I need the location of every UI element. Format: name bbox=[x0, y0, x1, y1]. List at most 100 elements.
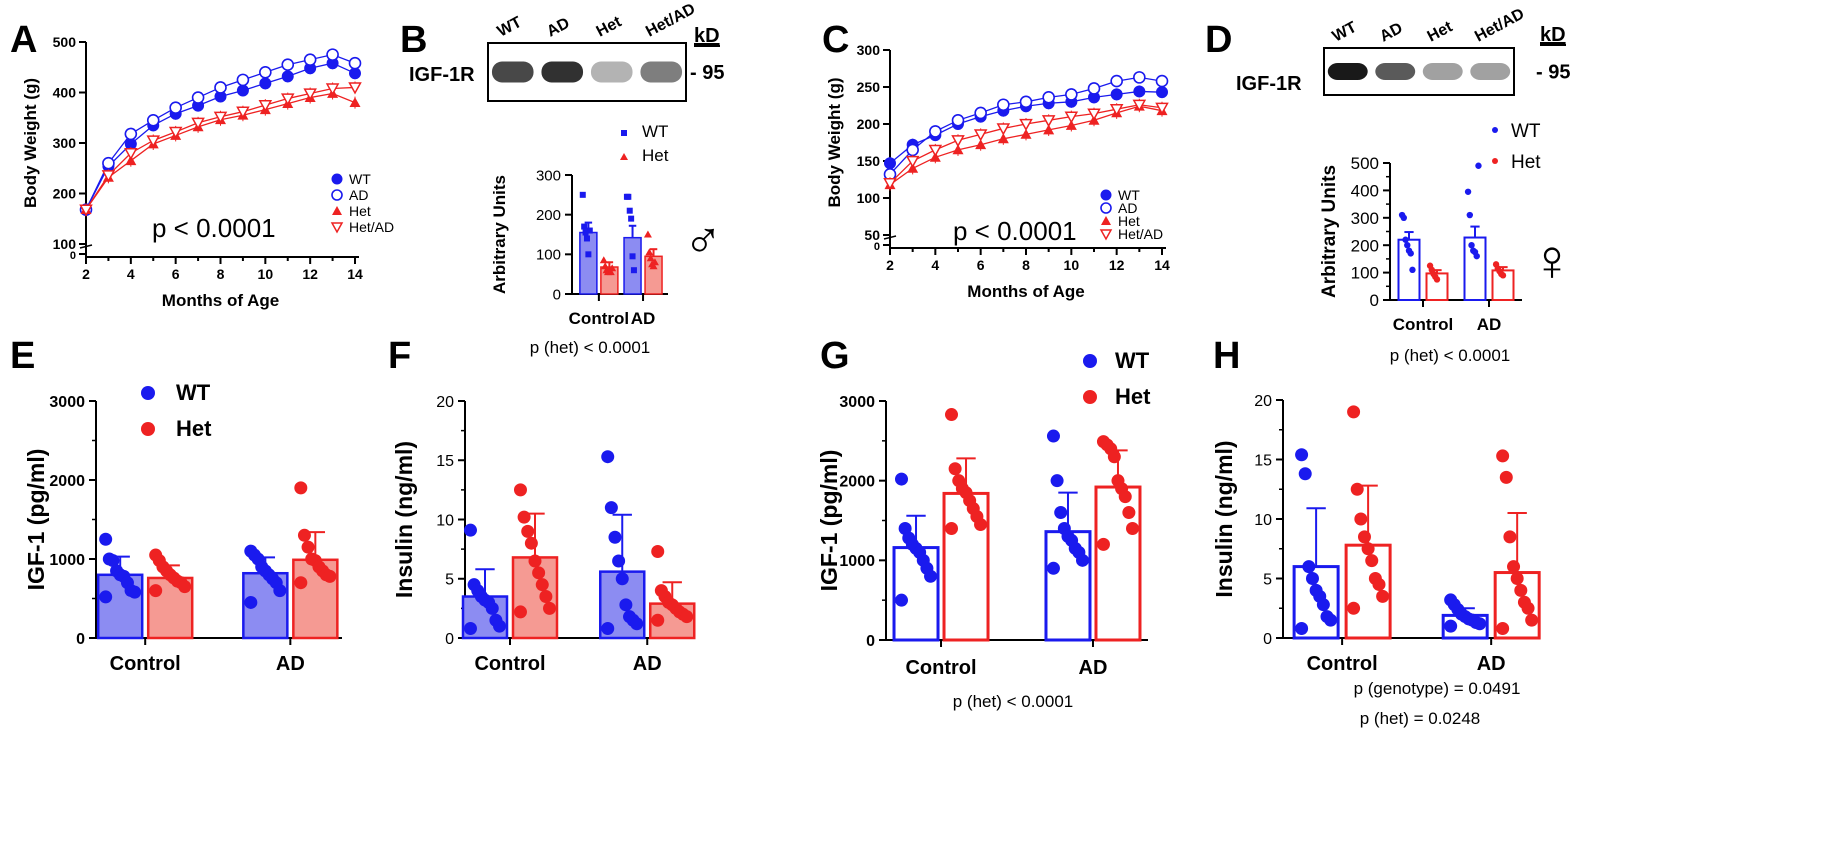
y-tick-label: 250 bbox=[857, 79, 881, 95]
data-point bbox=[168, 126, 183, 139]
data-point bbox=[1475, 162, 1482, 169]
x-tick-label: 12 bbox=[302, 266, 318, 282]
y-tick-label: 15 bbox=[436, 453, 454, 470]
data-point bbox=[626, 207, 633, 214]
bar-chart-G: 0 1000 2000 3000 IGF-1 (pg/ml) Control AD WT Het… bbox=[816, 348, 1151, 711]
series-WT bbox=[80, 57, 361, 216]
data-point bbox=[1354, 512, 1368, 526]
y-tick-label: 2000 bbox=[49, 473, 85, 490]
data-point bbox=[259, 66, 272, 79]
y-tick-label: 300 bbox=[53, 135, 77, 151]
kd-marker: - 95 bbox=[690, 62, 724, 84]
y-tick-label: 0 bbox=[874, 241, 880, 253]
data-point bbox=[973, 129, 988, 142]
data-point bbox=[948, 462, 962, 476]
y-tick-label: 200 bbox=[536, 207, 561, 224]
data-point bbox=[1473, 252, 1480, 260]
bar-chart-B: 0 100 200 300 Arbitrary Units Control AD WT Het ♂… bbox=[490, 122, 723, 357]
data-point bbox=[1324, 613, 1338, 627]
y-tick-label: 5 bbox=[1263, 571, 1272, 588]
panel-label-G: G bbox=[820, 335, 850, 377]
legend-label: Het bbox=[1115, 384, 1151, 409]
data-point bbox=[1468, 242, 1475, 249]
data-point bbox=[1365, 554, 1379, 568]
data-point bbox=[1046, 561, 1060, 575]
x-tick-label: 6 bbox=[977, 257, 985, 273]
data-point bbox=[651, 544, 665, 558]
data-point bbox=[331, 173, 343, 185]
legend: WT Het bbox=[1492, 121, 1541, 173]
data-point bbox=[883, 178, 897, 191]
y-tick-label: 2000 bbox=[839, 473, 875, 490]
data-point bbox=[1065, 88, 1078, 101]
y-tick-label: 100 bbox=[53, 236, 77, 252]
axis-break bbox=[79, 244, 93, 249]
data-point bbox=[975, 139, 987, 150]
legend-label: AD bbox=[349, 187, 368, 203]
x-category-label: Control bbox=[110, 653, 181, 675]
x-tick-label: 6 bbox=[172, 266, 180, 282]
data-point bbox=[1107, 450, 1121, 464]
data-point bbox=[645, 248, 654, 256]
data-point bbox=[1357, 530, 1371, 544]
data-point bbox=[996, 123, 1011, 136]
x-category-label: AD bbox=[1477, 653, 1506, 675]
data-point bbox=[651, 613, 665, 627]
data-point bbox=[281, 58, 295, 72]
y-tick-label: 100 bbox=[1351, 264, 1379, 283]
lane-label: WT bbox=[1330, 19, 1360, 46]
data-point bbox=[106, 554, 120, 568]
blot-band bbox=[1470, 63, 1511, 80]
data-point bbox=[884, 157, 896, 170]
legend-label: Het bbox=[642, 146, 669, 165]
bar-chart-E: 0 1000 2000 3000 IGF-1 (pg/ml) Control AD WT Het bbox=[23, 380, 342, 675]
data-point bbox=[1042, 91, 1055, 104]
y-tick-label: 0 bbox=[866, 633, 875, 650]
legend-label: WT bbox=[176, 380, 211, 405]
y-tick-label: 400 bbox=[1351, 182, 1379, 201]
legend-label: Het bbox=[1118, 213, 1140, 229]
lane-label: AD bbox=[544, 15, 572, 41]
data-point bbox=[236, 106, 250, 119]
data-point bbox=[582, 229, 589, 236]
data-point bbox=[895, 472, 908, 486]
data-point bbox=[619, 598, 633, 612]
x-tick-label: 12 bbox=[1109, 257, 1125, 273]
legend-marker bbox=[1083, 390, 1097, 404]
data-point bbox=[102, 156, 115, 170]
y-tick-label: 3000 bbox=[839, 394, 875, 411]
data-point bbox=[1464, 188, 1472, 195]
legend-marker bbox=[620, 153, 628, 160]
data-point bbox=[650, 258, 659, 266]
data-point bbox=[951, 135, 965, 148]
y-tick-label: 300 bbox=[1351, 209, 1379, 228]
x-tick-label: 14 bbox=[347, 266, 363, 282]
data-point bbox=[606, 268, 615, 276]
data-point bbox=[294, 576, 308, 590]
x-tick-label: 4 bbox=[127, 266, 135, 282]
data-point bbox=[924, 569, 938, 583]
y-axis-title: Insulin (ng/ml) bbox=[1211, 440, 1237, 597]
data-point bbox=[1046, 429, 1060, 443]
data-point bbox=[1507, 560, 1521, 574]
p-value-annotation-2: p (het) = 0.0248 bbox=[1360, 709, 1481, 728]
y-tick-label: 200 bbox=[1351, 236, 1379, 255]
y-tick-label: 20 bbox=[436, 394, 454, 411]
legend-marker bbox=[1492, 158, 1498, 164]
data-point bbox=[236, 73, 250, 87]
data-point bbox=[1361, 542, 1375, 556]
data-point bbox=[325, 83, 340, 96]
y-tick-label: 3000 bbox=[49, 394, 85, 411]
y-axis-title: IGF-1 (pg/ml) bbox=[816, 450, 842, 592]
data-point bbox=[974, 517, 988, 531]
data-point bbox=[191, 117, 205, 130]
legend: WT Het bbox=[620, 122, 669, 165]
legend-label: AD bbox=[1118, 200, 1137, 216]
data-point bbox=[521, 524, 535, 538]
data-point bbox=[1155, 102, 1169, 115]
data-point bbox=[348, 56, 362, 70]
data-point bbox=[535, 578, 549, 592]
series-AD bbox=[883, 71, 1169, 181]
data-point bbox=[643, 230, 652, 238]
y-tick-label: 10 bbox=[436, 512, 454, 529]
